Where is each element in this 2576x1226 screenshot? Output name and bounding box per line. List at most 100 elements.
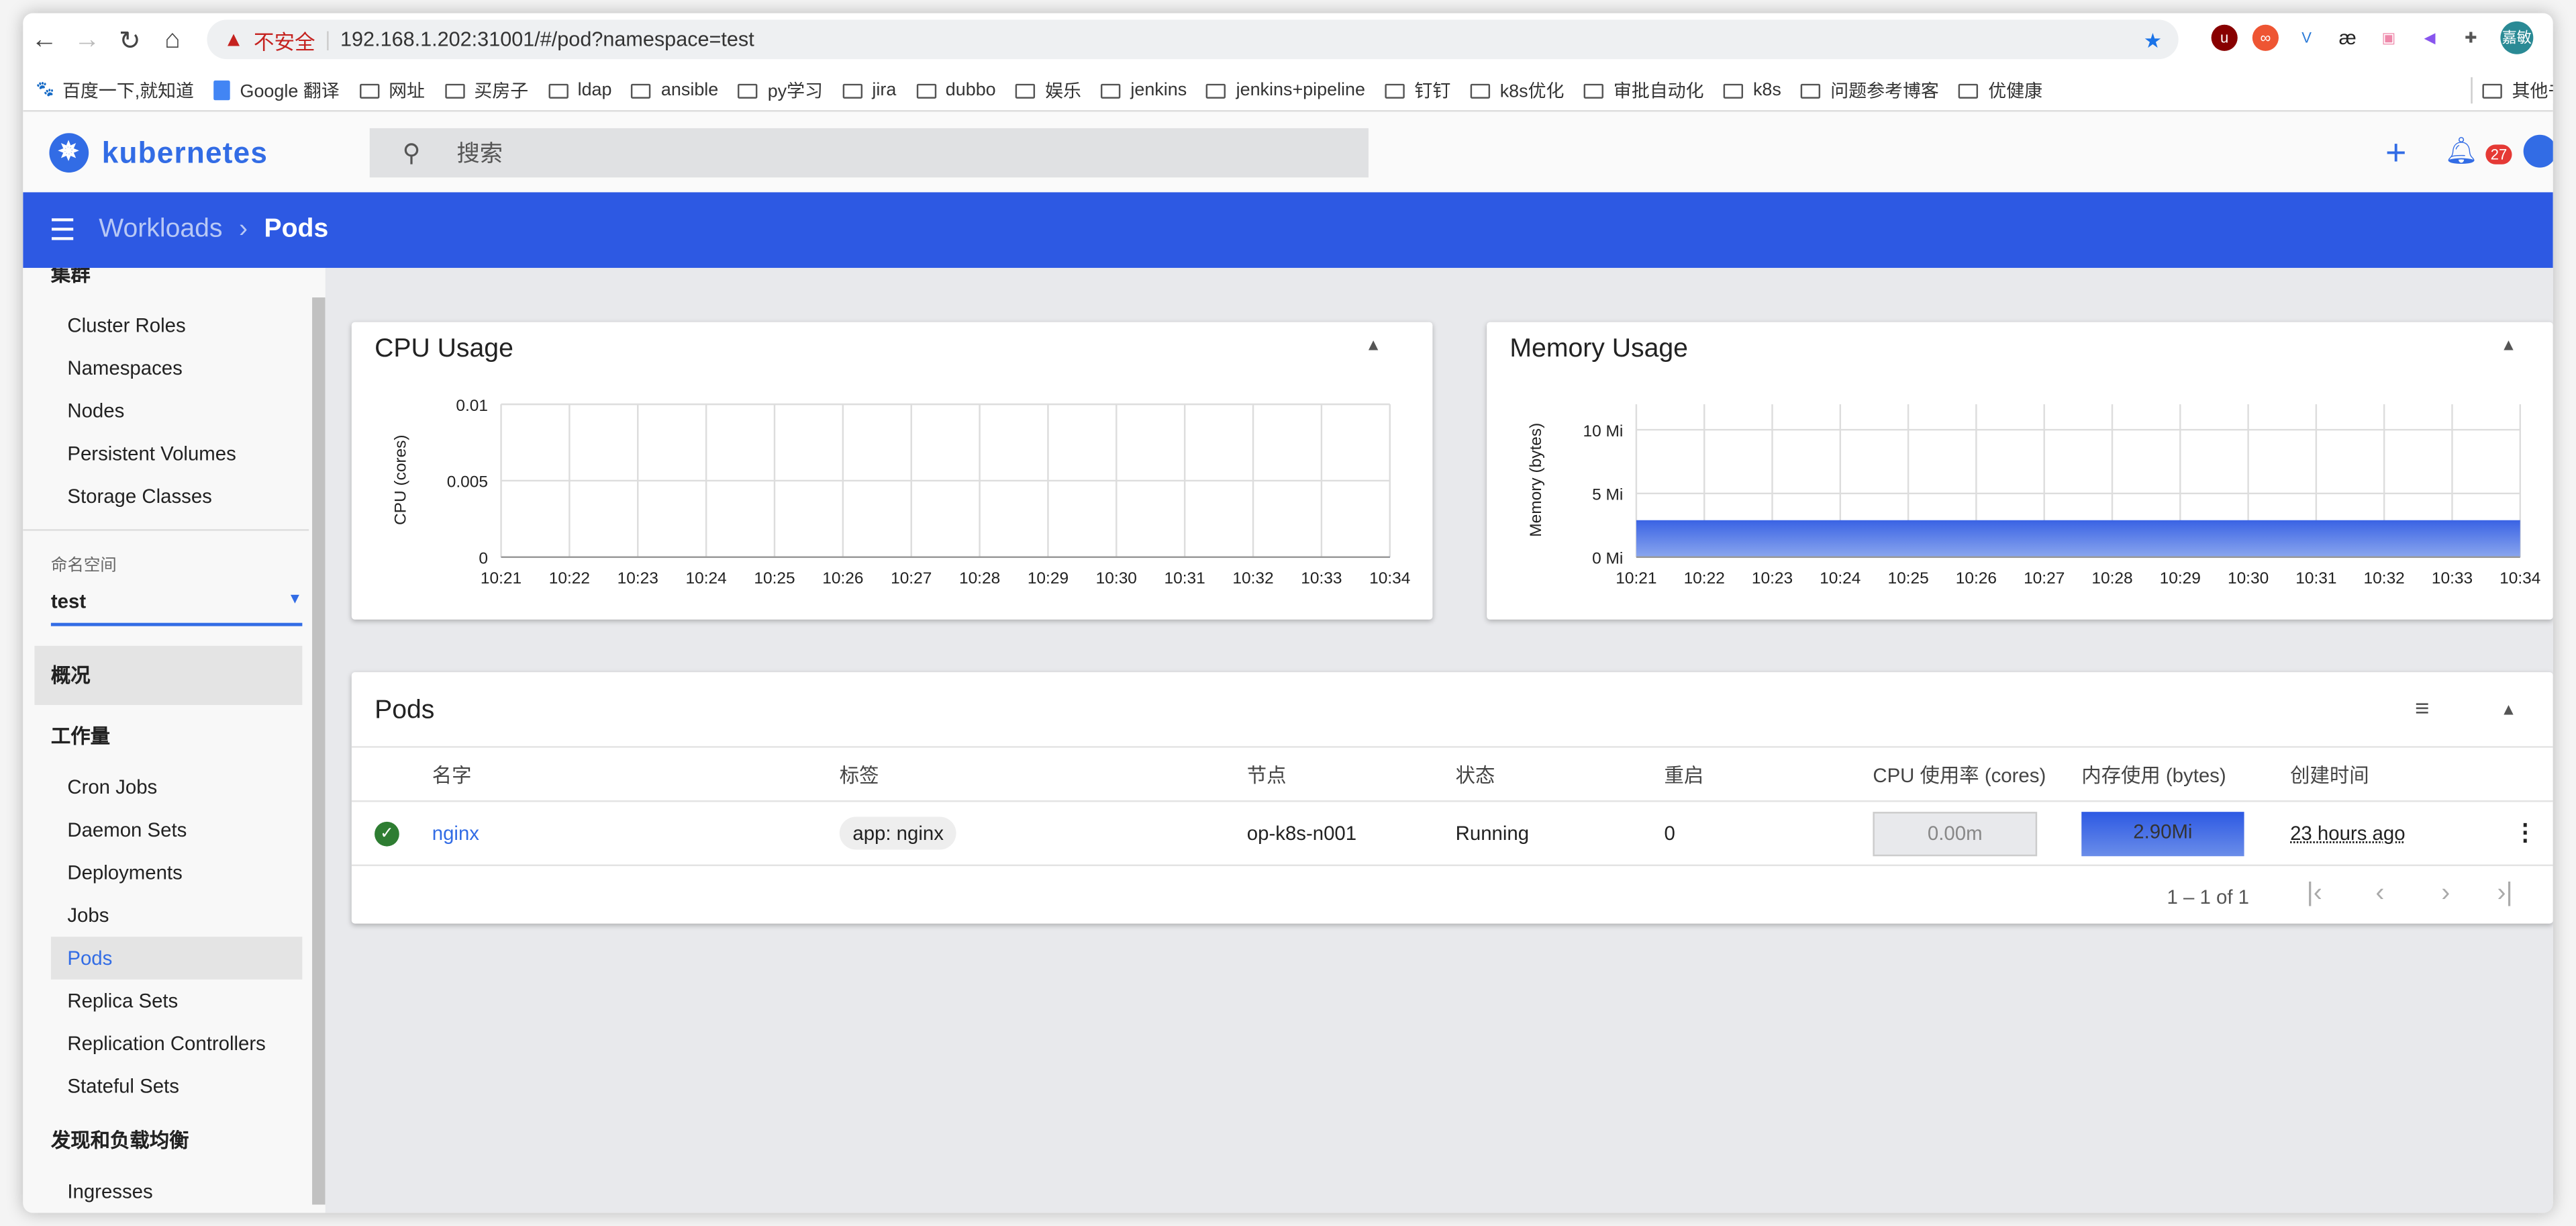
bookmark-item[interactable]: jira — [842, 81, 896, 100]
baidu-icon: 🐾 — [36, 80, 55, 97]
sidebar-item-storage-classes[interactable]: Storage Classes — [67, 485, 212, 508]
x-tick-label: 10:25 — [754, 569, 795, 587]
x-tick-label: 10:28 — [959, 569, 1000, 587]
more-actions-icon[interactable]: ⋮ — [2513, 818, 2537, 845]
bookmark-item[interactable]: Google 翻译 — [213, 77, 340, 103]
bookmark-item[interactable]: 买房子 — [444, 77, 528, 103]
pod-status: Running — [1455, 821, 1530, 845]
sidebar-item-nodes[interactable]: Nodes — [67, 399, 125, 423]
x-tick-label: 10:23 — [617, 569, 658, 587]
other-bookmarks[interactable]: 其他书签 — [2471, 77, 2553, 104]
pod-node[interactable]: op-k8s-n001 — [1246, 821, 1357, 845]
x-tick-label: 10:26 — [822, 569, 863, 587]
sidebar-item-persistent-volumes[interactable]: Persistent Volumes — [67, 442, 236, 465]
namespace-select[interactable]: test ▼ — [50, 590, 303, 626]
sidebar-item-pods[interactable]: Pods — [50, 937, 303, 980]
next-page-icon[interactable]: › — [2441, 879, 2450, 908]
sidebar-item-overview[interactable]: 概况 — [34, 645, 303, 706]
back-icon[interactable]: ← — [31, 26, 58, 54]
prev-page-icon[interactable]: ‹ — [2375, 879, 2385, 908]
bookmark-item[interactable]: dubbo — [915, 81, 996, 100]
column-created[interactable]: 创建时间 — [2290, 764, 2369, 788]
x-tick-label: 10:23 — [1752, 569, 1793, 587]
sidebar-item-cluster-roles[interactable]: Cluster Roles — [67, 314, 186, 337]
x-tick-label: 10:30 — [1096, 569, 1137, 587]
y-tick-label: 0.005 — [447, 473, 488, 491]
bookmark-item[interactable]: 问题参考博客 — [1801, 77, 1939, 103]
sidebar-scrollbar[interactable] — [312, 297, 326, 1205]
profile-avatar[interactable]: 嘉敏 — [2500, 21, 2534, 54]
sidebar-item-deployments[interactable]: Deployments — [67, 861, 183, 884]
breadcrumb-pods: Pods — [264, 215, 329, 244]
extension-icon[interactable]: ∞ — [2252, 24, 2279, 51]
forward-icon[interactable]: → — [74, 26, 101, 54]
bookmark-item[interactable]: 娱乐 — [1015, 77, 1081, 103]
sidebar-header-discovery[interactable]: 发现和负载均衡 — [50, 1129, 189, 1152]
first-page-icon[interactable]: |‹ — [2306, 879, 2322, 908]
bookmark-star-icon[interactable]: ★ — [2143, 28, 2163, 52]
ae-extension-icon[interactable]: æ — [2338, 26, 2357, 50]
memory-area-series — [1636, 520, 2520, 557]
sidebar-item-replication-controllers[interactable]: Replication Controllers — [67, 1032, 266, 1055]
folder-icon — [842, 83, 862, 98]
bookmark-item[interactable]: jenkins — [1101, 81, 1187, 100]
y-tick-label: 5 Mi — [1592, 486, 1623, 504]
memory-usage-card: Memory Usage ▲ 10:21 10:22 10:23 10:24 10:25… — [1487, 322, 2553, 620]
x-tick-label: 10:26 — [1956, 569, 1997, 587]
collapse-icon[interactable]: ▲ — [1365, 336, 1382, 355]
x-tick-label: 10:34 — [2499, 569, 2540, 587]
kubernetes-logo[interactable]: ✵ kubernetes — [49, 133, 268, 173]
folder-icon — [444, 83, 464, 98]
folder-icon — [1385, 83, 1405, 98]
create-plus-icon[interactable]: + — [2385, 131, 2407, 173]
sidebar-item-namespaces[interactable]: Namespaces — [67, 357, 183, 380]
breadcrumb-workloads[interactable]: Workloads — [99, 215, 223, 244]
sidebar-item-cron-jobs[interactable]: Cron Jobs — [67, 775, 158, 799]
bookmarks-bar: 🐾 百度一下,就知道 Google 翻译 网址 买房子 ldap ansible py学习 ji… — [23, 73, 2553, 109]
collapse-icon[interactable]: ▲ — [2500, 702, 2517, 720]
folder-icon — [1470, 83, 1491, 98]
bookmark-item[interactable]: ansible — [631, 81, 718, 100]
bookmark-item[interactable]: k8s — [1723, 81, 1781, 100]
sidebar-header-workloads[interactable]: 工作量 — [50, 724, 111, 748]
bookmark-item[interactable]: k8s优化 — [1470, 77, 1564, 103]
last-page-icon[interactable]: ›| — [2497, 879, 2513, 908]
tv-extension-icon[interactable]: ▣ — [2381, 30, 2396, 46]
sidebar-item-replica-sets[interactable]: Replica Sets — [67, 989, 179, 1012]
column-name[interactable]: 名字 — [432, 764, 472, 788]
folder-icon — [915, 83, 936, 98]
folder-icon — [1583, 83, 1604, 98]
bookmark-item[interactable]: jenkins+pipeline — [1206, 81, 1365, 100]
x-tick-label: 10:32 — [2364, 569, 2405, 587]
bookmark-item[interactable]: 审批自动化 — [1583, 77, 1704, 103]
vue-extension-icon[interactable]: V — [2301, 30, 2312, 46]
ublock-icon[interactable]: u — [2211, 24, 2238, 51]
browser-window: ← → ↻ ⌂ ▲ 不安全 | 192.168.1.202:31001/#/po… — [23, 13, 2553, 1213]
address-bar[interactable]: ▲ 不安全 | 192.168.1.202:31001/#/pod?namesp… — [207, 19, 2179, 60]
x-tick-label: 10:24 — [1820, 569, 1861, 587]
reload-icon[interactable]: ↻ — [118, 28, 141, 56]
filter-icon[interactable]: ≡ — [2415, 695, 2430, 723]
bookmark-item[interactable]: ldap — [548, 81, 612, 100]
account-icon[interactable] — [2523, 134, 2553, 168]
sound-extension-icon[interactable]: ◀ — [2424, 30, 2436, 46]
notifications-bell-icon[interactable]: 🔔︎ — [2444, 138, 2478, 167]
bookmark-item[interactable]: py学习 — [738, 77, 823, 103]
sidebar-item-stateful-sets[interactable]: Stateful Sets — [67, 1074, 179, 1098]
warning-icon: ▲ — [223, 28, 244, 51]
puzzle-icon[interactable]: ✚ — [2465, 30, 2477, 46]
sidebar-item-daemon-sets[interactable]: Daemon Sets — [67, 818, 187, 842]
bookmark-item[interactable]: 优健康 — [1959, 77, 2042, 103]
home-icon[interactable]: ⌂ — [164, 26, 181, 54]
sidebar-item-jobs[interactable]: Jobs — [67, 904, 109, 927]
menu-icon[interactable]: ☰ — [49, 212, 76, 246]
sidebar-item-ingresses[interactable]: Ingresses — [67, 1180, 153, 1203]
x-tick-label: 10:30 — [2228, 569, 2269, 587]
bookmark-item[interactable]: 网址 — [359, 77, 425, 103]
x-tick-label: 10:32 — [1232, 569, 1273, 587]
bookmark-item[interactable]: 钉钉 — [1385, 77, 1450, 103]
pod-name-link[interactable]: nginx — [432, 821, 479, 845]
collapse-icon[interactable]: ▲ — [2500, 336, 2517, 355]
bookmark-item[interactable]: 🐾 百度一下,就知道 — [36, 80, 194, 102]
search-input[interactable]: ⚲ 搜索 — [369, 128, 1369, 178]
